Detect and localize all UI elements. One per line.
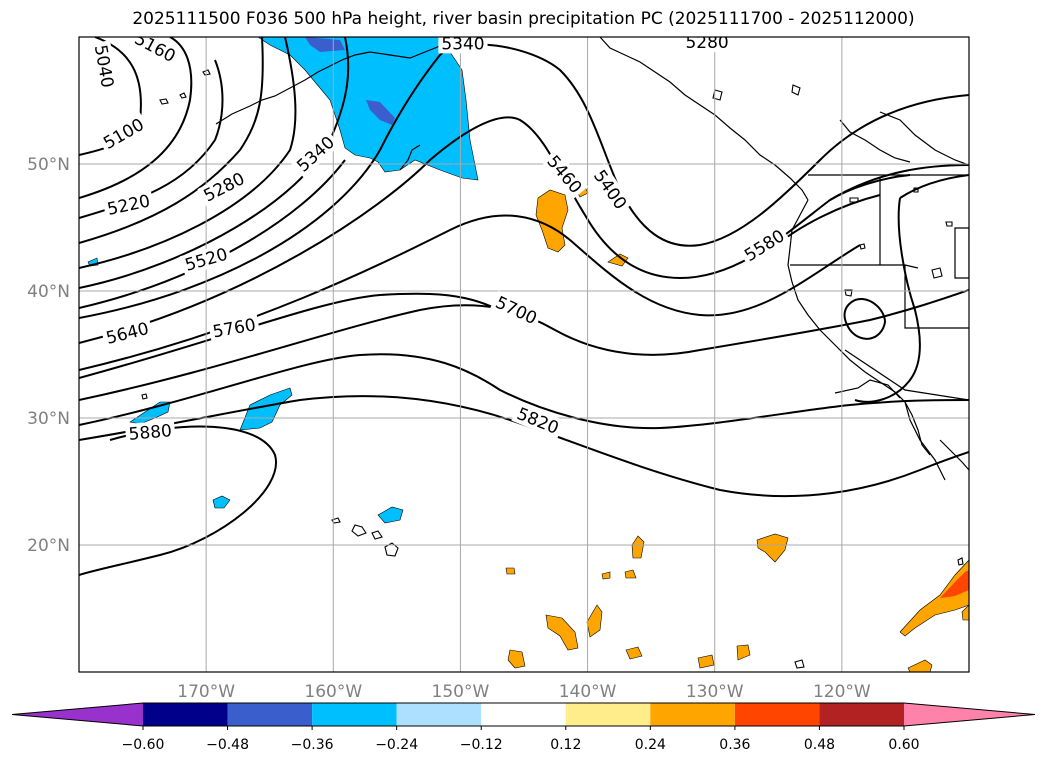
contour-label-text: 5880 [128,421,173,445]
lon-label-0: 170°W [177,682,235,702]
colorbar-segment-1 [143,703,228,726]
positive-anomaly-6 [625,646,643,660]
colorbar-extend-low [12,703,143,726]
colorbar-tick-label-1: −0.48 [206,737,249,753]
lon-label-1: 160°W [304,682,362,702]
colorbar-tick-label-9: 0.60 [888,737,919,753]
positive-anomaly-gulf [535,189,569,253]
positive-anomaly-10 [624,569,637,579]
positive-anomaly-gulf-3 [607,253,629,267]
positive-anomaly-se-core [940,570,969,598]
colorbar-tick-label-4: −0.12 [460,737,503,753]
negative-anomaly-core-2 [366,100,395,125]
islands [141,69,964,669]
colorbar-segment-6 [565,703,651,726]
positive-anomaly-5 [507,649,526,669]
positive-anomaly-8 [736,644,751,661]
colorbar-segment-9 [819,703,904,726]
positive-anomaly-1 [631,535,645,559]
colorbar-segment-5 [481,703,566,726]
contour-label-text: 5280 [685,33,728,53]
positive-anomaly-3 [545,614,579,651]
contour-label-4: 5280 [682,33,732,53]
positive-anomaly-11 [505,567,516,575]
lon-label-4: 130°W [686,682,744,702]
gridlines [79,37,969,672]
map-title: 2025111500 F036 500 hPa height, river ba… [132,9,915,29]
colorbar-tick-label-0: −0.60 [122,737,165,753]
lat-label-3: 20°N [27,536,70,556]
lon-label-3: 140°W [559,682,617,702]
negative-anomaly-hawaii-north [377,506,404,524]
coastlines [215,37,969,481]
contour-label-text: 5340 [441,34,484,54]
lat-label-2: 30°N [27,409,70,429]
negative-anomaly-west-1 [239,387,293,431]
positive-anomaly-2 [756,533,789,563]
longitude-labels: 170°W 160°W 150°W 140°W 130°W 120°W [177,682,871,702]
positive-anomaly-7 [697,654,715,669]
lat-label-1: 40°N [27,282,70,302]
positive-anomaly-9 [601,571,611,580]
height-contours [79,37,969,576]
positive-anomaly-se [899,559,969,637]
negative-anomaly-core-1 [305,37,345,52]
positive-anomaly-edge [961,604,969,621]
colorbar-segment-2 [227,703,313,726]
colorbar-segment-3 [312,703,397,726]
colorbar-tick-label-8: 0.48 [804,737,835,753]
colorbar-extend-high [904,703,1035,726]
contour-label-16: 5880 [124,419,176,445]
lon-label-5: 120°W [813,682,871,702]
colorbar-tick-label-6: 0.24 [635,737,666,753]
colorbar: −0.60 −0.48 −0.36 −0.24 −0.12 0.12 0.24 0.36 0.4… [11,702,1036,753]
map-frame [78,36,970,673]
colorbar-segment-8 [734,703,820,726]
contour-label-3: 5340 [438,34,488,54]
negative-anomaly-west-3 [212,495,231,509]
colorbar-tick-label-2: −0.36 [291,737,334,753]
colorbar-tick-label-3: −0.24 [375,737,418,753]
lat-label-0: 50°N [27,155,70,175]
colorbar-segment-4 [396,703,482,726]
negative-anomaly-alaska [257,37,479,181]
map-background [79,37,969,672]
latitude-labels: 50°N 40°N 30°N 20°N [27,155,70,556]
precip-shading [87,37,969,672]
positive-anomaly-se-2 [907,659,933,672]
lon-label-2: 150°W [432,682,490,702]
colorbar-tick-label-5: 0.12 [550,737,581,753]
colorbar-segment-7 [650,703,735,726]
colorbar-tick-label-7: 0.36 [719,737,750,753]
positive-anomaly-4 [586,604,603,638]
